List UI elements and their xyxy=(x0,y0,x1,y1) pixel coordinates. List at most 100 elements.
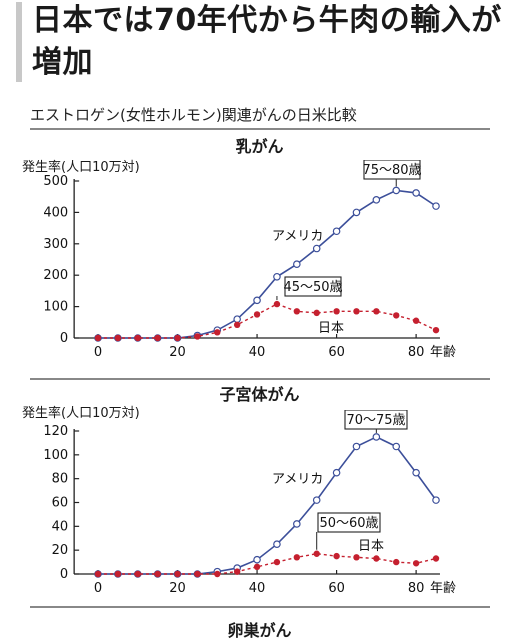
data-point-japan xyxy=(94,570,102,578)
y-tick-label: 80 xyxy=(52,472,69,487)
headline-accent-bar xyxy=(16,2,22,82)
data-point-japan xyxy=(174,334,181,342)
annotation-text: 45〜50歳 xyxy=(283,280,342,295)
data-point-japan xyxy=(412,560,420,567)
data-point-japan xyxy=(313,309,320,317)
series-label-japan: 日本 xyxy=(358,539,384,554)
peak-annotation: 45〜50歳 xyxy=(276,276,343,301)
data-point-usa xyxy=(372,433,381,441)
annotation-box xyxy=(317,512,381,533)
y-tick-label: 120 xyxy=(43,424,68,439)
data-point-usa xyxy=(412,189,420,197)
peak-annotation: 75〜80歳 xyxy=(362,160,422,187)
series-label-japan: 日本 xyxy=(318,321,344,336)
annotation-text: 70〜75歳 xyxy=(346,413,405,428)
data-point-japan xyxy=(214,570,221,578)
y-tick-label: 100 xyxy=(43,448,68,463)
data-point-usa xyxy=(293,520,301,528)
x-tick-label: 60 xyxy=(328,581,345,596)
data-point-japan xyxy=(393,312,400,319)
x-tick-label: 20 xyxy=(169,345,186,360)
data-point-usa xyxy=(432,202,440,210)
subhead: エストロゲン(女性ホルモン)関連がんの日米比較 xyxy=(30,106,357,124)
data-point-japan xyxy=(233,568,241,575)
data-point-usa xyxy=(253,555,261,564)
x-tick-label: 40 xyxy=(249,345,266,360)
data-point-usa xyxy=(293,260,301,269)
data-point-japan xyxy=(333,308,340,315)
y-tick-label: 400 xyxy=(43,205,68,220)
data-point-japan xyxy=(293,554,301,561)
x-axis-label: 年齢 xyxy=(430,345,456,360)
data-point-japan xyxy=(174,570,181,578)
data-point-japan xyxy=(412,317,420,324)
series-line-japan xyxy=(98,303,437,339)
y-tick-label: 100 xyxy=(43,300,68,315)
data-point-usa xyxy=(253,296,261,305)
data-point-usa xyxy=(332,468,341,477)
data-point-japan xyxy=(134,570,141,578)
y-tick-label: 60 xyxy=(52,496,69,511)
chart3-title: 卵巣がん xyxy=(227,621,292,640)
series-line-usa xyxy=(98,189,437,339)
chart1-ylabel: 発生率(人口10万対) xyxy=(22,160,140,175)
series-line-usa xyxy=(98,436,437,575)
data-point-japan xyxy=(194,333,201,340)
data-point-japan xyxy=(214,329,221,336)
data-point-japan xyxy=(373,308,380,315)
data-point-japan xyxy=(293,308,301,315)
data-point-japan xyxy=(253,311,261,318)
chart2-title: 子宮体がん xyxy=(219,385,300,404)
x-tick-label: 80 xyxy=(408,345,425,360)
data-point-usa xyxy=(332,227,341,236)
x-tick-label: 0 xyxy=(94,345,102,360)
data-point-japan xyxy=(353,308,360,315)
annotation-text: 75〜80歳 xyxy=(362,163,421,178)
y-tick-label: 500 xyxy=(43,174,68,189)
data-point-japan xyxy=(253,563,261,571)
data-point-japan xyxy=(432,326,440,334)
x-tick-label: 40 xyxy=(249,581,266,596)
data-point-usa xyxy=(392,442,401,451)
data-point-japan xyxy=(233,321,241,329)
series-line-japan xyxy=(98,553,437,575)
data-point-usa xyxy=(233,315,241,323)
annotation-box xyxy=(363,160,421,180)
y-tick-label: 0 xyxy=(60,331,68,346)
data-point-japan xyxy=(393,558,400,566)
data-point-usa xyxy=(312,496,321,504)
x-tick-label: 0 xyxy=(94,581,102,596)
chart2-ylabel: 発生率(人口10万対) xyxy=(22,406,140,421)
data-point-usa xyxy=(312,244,321,253)
data-point-japan xyxy=(134,334,141,342)
chart1-title: 乳がん xyxy=(235,137,284,156)
data-point-japan xyxy=(194,570,201,578)
data-point-japan xyxy=(273,300,281,308)
data-point-usa xyxy=(352,442,361,451)
headline: 日本では70年代から牛肉の輸入が増加 xyxy=(32,3,502,80)
data-point-japan xyxy=(114,334,122,342)
x-axis-label: 年齢 xyxy=(430,581,456,596)
data-point-usa xyxy=(352,208,361,217)
series-label-usa: アメリカ xyxy=(272,229,323,244)
peak-annotation: 70〜75歳 xyxy=(344,410,408,433)
data-point-usa xyxy=(392,186,401,195)
data-point-japan xyxy=(313,550,320,557)
y-tick-label: 20 xyxy=(52,543,69,558)
y-tick-label: 300 xyxy=(43,237,68,252)
data-point-japan xyxy=(432,555,440,562)
series-label-usa: アメリカ xyxy=(272,472,323,487)
data-point-japan xyxy=(154,570,161,578)
data-point-japan xyxy=(273,558,281,566)
y-tick-label: 200 xyxy=(43,268,68,283)
data-point-japan xyxy=(94,334,102,342)
data-point-usa xyxy=(432,496,440,504)
data-point-usa xyxy=(273,540,281,549)
data-point-usa xyxy=(412,468,420,477)
y-tick-label: 0 xyxy=(60,567,68,582)
divider-bottom xyxy=(30,606,490,608)
divider-top xyxy=(30,128,490,130)
annotation-text: 50〜60歳 xyxy=(319,516,378,531)
x-tick-label: 80 xyxy=(408,581,425,596)
data-point-japan xyxy=(333,552,340,560)
